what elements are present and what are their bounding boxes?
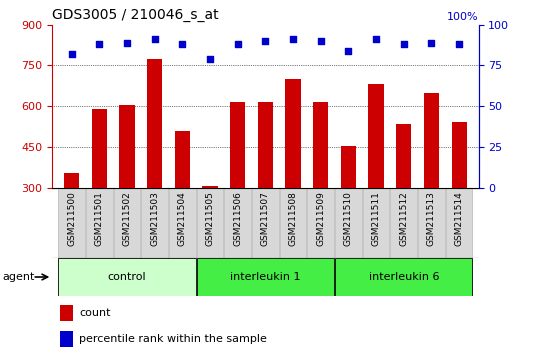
Bar: [341, 145, 356, 188]
Text: GSM211500: GSM211500: [67, 191, 76, 246]
Point: [233, 41, 242, 47]
Bar: [114, 188, 140, 258]
Point: [289, 36, 298, 42]
Text: GSM211509: GSM211509: [316, 191, 325, 246]
Bar: [252, 188, 279, 258]
Bar: [335, 188, 362, 258]
Text: 100%: 100%: [447, 12, 478, 22]
Text: GSM211505: GSM211505: [206, 191, 214, 246]
Point: [372, 36, 381, 42]
Point: [316, 38, 325, 44]
Bar: [390, 188, 417, 258]
Bar: [202, 186, 218, 188]
Bar: [92, 109, 107, 188]
Bar: [424, 93, 439, 188]
Text: GSM211510: GSM211510: [344, 191, 353, 246]
Text: control: control: [108, 272, 146, 282]
Text: GSM211503: GSM211503: [150, 191, 159, 246]
Bar: [363, 188, 389, 258]
Text: interleukin 1: interleukin 1: [230, 272, 301, 282]
Point: [95, 41, 104, 47]
Bar: [58, 188, 85, 258]
Bar: [197, 258, 334, 296]
Text: count: count: [79, 308, 111, 318]
Bar: [60, 305, 74, 321]
Bar: [58, 258, 196, 296]
Bar: [285, 79, 301, 188]
Text: agent: agent: [3, 272, 35, 282]
Bar: [418, 188, 445, 258]
Bar: [368, 85, 384, 188]
Bar: [86, 188, 113, 258]
Text: GSM211507: GSM211507: [261, 191, 270, 246]
Point: [123, 40, 131, 46]
Bar: [169, 188, 196, 258]
Bar: [175, 131, 190, 188]
Point: [427, 40, 436, 46]
Point: [261, 38, 270, 44]
Bar: [230, 102, 245, 188]
Text: GSM211511: GSM211511: [372, 191, 381, 246]
Bar: [141, 188, 168, 258]
Bar: [446, 188, 472, 258]
Text: GSM211512: GSM211512: [399, 191, 408, 246]
Point: [399, 41, 408, 47]
Text: GSM211506: GSM211506: [233, 191, 242, 246]
Bar: [335, 258, 472, 296]
Point: [206, 56, 214, 62]
Bar: [313, 102, 328, 188]
Point: [67, 51, 76, 57]
Bar: [280, 188, 306, 258]
Bar: [224, 188, 251, 258]
Text: GSM211508: GSM211508: [289, 191, 298, 246]
Bar: [147, 59, 162, 188]
Text: interleukin 6: interleukin 6: [368, 272, 439, 282]
Point: [344, 48, 353, 54]
Text: GSM211514: GSM211514: [455, 191, 464, 246]
Text: GSM211502: GSM211502: [123, 191, 131, 246]
Bar: [258, 102, 273, 188]
Bar: [119, 105, 135, 188]
Bar: [197, 188, 223, 258]
Text: GSM211513: GSM211513: [427, 191, 436, 246]
Text: GSM211504: GSM211504: [178, 191, 187, 246]
Bar: [396, 124, 411, 188]
Text: percentile rank within the sample: percentile rank within the sample: [79, 334, 267, 344]
Text: GDS3005 / 210046_s_at: GDS3005 / 210046_s_at: [52, 8, 219, 22]
Bar: [452, 122, 467, 188]
Point: [150, 36, 159, 42]
Bar: [64, 173, 79, 188]
Text: GSM211501: GSM211501: [95, 191, 104, 246]
Point: [178, 41, 187, 47]
Point: [455, 41, 464, 47]
Bar: [60, 331, 74, 347]
Bar: [307, 188, 334, 258]
